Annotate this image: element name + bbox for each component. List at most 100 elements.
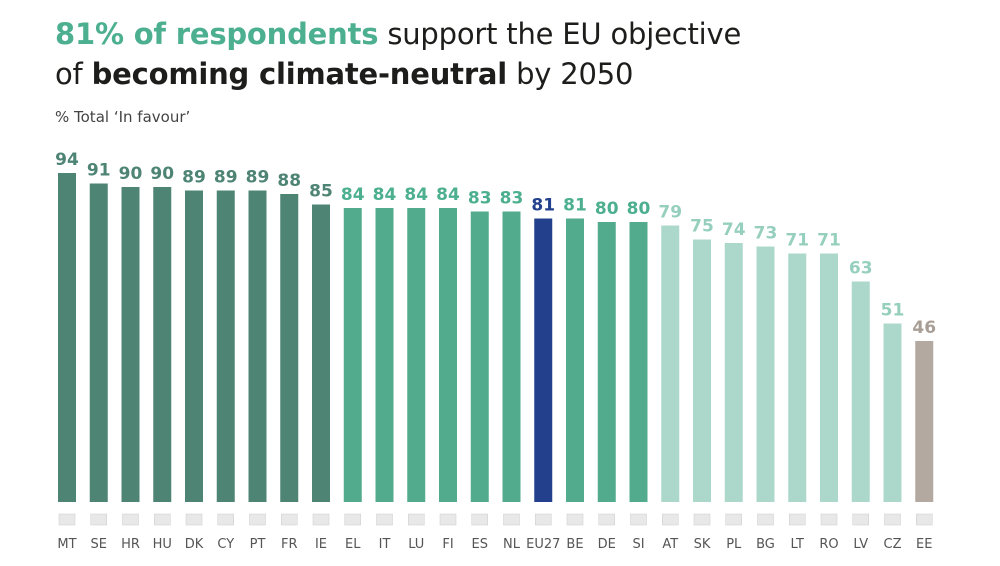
- bar-de: [597, 222, 616, 502]
- bar-be: [566, 218, 584, 502]
- bar-eu27: [534, 218, 553, 502]
- value-label-ie: 85: [309, 182, 333, 202]
- flag-icon-eu27: [535, 513, 552, 526]
- flag-icon-cy: [217, 513, 234, 526]
- category-label-nl: NL: [503, 537, 521, 552]
- flag-icon-pl: [725, 513, 742, 526]
- bar-mt: [58, 173, 76, 502]
- category-label-es: ES: [472, 537, 488, 552]
- value-label-si: 80: [627, 199, 651, 219]
- bar-cy: [216, 190, 235, 502]
- bar-cz: [883, 323, 902, 502]
- title-line2-post: by 2050: [507, 57, 634, 91]
- flag-icon-fr: [281, 513, 298, 526]
- value-label-mt: 94: [55, 150, 79, 170]
- category-label-be: BE: [566, 537, 583, 552]
- category-label-ie: IE: [315, 537, 327, 552]
- value-label-hr: 90: [119, 164, 143, 184]
- category-label-pl: PL: [726, 537, 742, 552]
- flag-icon-ie: [312, 513, 330, 526]
- flag-icon-be: [566, 513, 584, 526]
- flag-icon-sk: [693, 513, 711, 526]
- value-label-se: 91: [87, 161, 111, 181]
- flag-icon-de: [598, 513, 615, 526]
- bar-es: [470, 211, 489, 502]
- flag-icon-fi: [439, 513, 457, 526]
- value-label-at: 79: [658, 203, 682, 223]
- bar-sk: [693, 239, 711, 502]
- category-label-lv: LV: [853, 537, 868, 552]
- category-label-mt: MT: [57, 537, 76, 552]
- bar-el: [343, 208, 362, 502]
- flag-icon-nl: [503, 513, 520, 526]
- flag-icon-es: [471, 513, 488, 526]
- category-label-at: AT: [662, 537, 678, 552]
- category-label-fi: FI: [442, 537, 453, 552]
- bar-bg: [756, 246, 775, 502]
- category-label-it: IT: [379, 537, 391, 552]
- category-label-lu: LU: [408, 537, 424, 552]
- category-label-lt: LT: [791, 537, 804, 552]
- value-label-lv: 63: [849, 259, 873, 279]
- bar-hr: [121, 187, 140, 502]
- value-label-ro: 71: [817, 231, 841, 251]
- category-label-se: SE: [91, 537, 107, 552]
- category-label-cy: CY: [217, 537, 234, 552]
- chart-title: 81% of respondents support the EU object…: [55, 14, 741, 94]
- value-label-cy: 89: [214, 168, 238, 188]
- bar-ie: [312, 204, 330, 502]
- value-label-it: 84: [373, 185, 397, 205]
- category-label-pt: PT: [250, 537, 266, 552]
- flag-icon-it: [376, 513, 393, 526]
- flag-icon-dk: [185, 513, 203, 526]
- bar-ro: [820, 253, 838, 502]
- category-label-bg: BG: [756, 537, 775, 552]
- value-label-bg: 73: [754, 224, 778, 244]
- title-highlight: 81% of respondents: [55, 17, 379, 51]
- category-label-fr: FR: [281, 537, 298, 552]
- title-line2-pre: of: [55, 57, 92, 91]
- flag-icon-at: [662, 513, 679, 526]
- bar-hu: [153, 187, 172, 502]
- bar-ee: [915, 341, 934, 502]
- value-label-de: 80: [595, 199, 619, 219]
- category-label-ee: EE: [916, 537, 932, 552]
- value-label-hu: 90: [150, 164, 174, 184]
- category-label-hu: HU: [153, 537, 172, 552]
- value-label-pt: 89: [246, 168, 270, 188]
- category-label-hr: HR: [121, 537, 140, 552]
- flag-icon-bg: [757, 513, 774, 526]
- value-label-es: 83: [468, 189, 492, 209]
- bar-nl: [502, 211, 521, 502]
- bar-it: [375, 208, 394, 502]
- value-label-eu27: 81: [531, 196, 555, 216]
- category-label-sk: SK: [694, 537, 711, 552]
- value-label-lt: 71: [785, 231, 809, 251]
- bar-fi: [439, 208, 457, 502]
- bar-se: [89, 183, 108, 502]
- flag-icon-lu: [408, 513, 425, 526]
- value-label-cz: 51: [881, 301, 905, 321]
- bar-at: [661, 225, 680, 502]
- bar-lu: [407, 208, 426, 502]
- value-label-nl: 83: [500, 189, 524, 209]
- bar-dk: [185, 190, 203, 502]
- category-label-eu27: EU27: [526, 537, 560, 552]
- bar-si: [629, 222, 648, 502]
- flag-icon-hr: [122, 513, 139, 526]
- flag-icon-hu: [154, 513, 171, 526]
- value-label-pl: 74: [722, 220, 746, 240]
- value-label-be: 81: [563, 196, 587, 216]
- value-label-ee: 46: [912, 318, 936, 338]
- category-label-el: EL: [345, 537, 361, 552]
- flag-icon-pt: [249, 513, 266, 526]
- flag-icon-si: [630, 513, 647, 526]
- flag-icon-se: [90, 513, 107, 526]
- title-rest: support the EU objective: [378, 17, 742, 51]
- bar-pl: [724, 243, 743, 502]
- flag-icon-lt: [789, 513, 806, 526]
- category-label-dk: DK: [185, 537, 204, 552]
- category-label-cz: CZ: [884, 537, 902, 552]
- value-label-el: 84: [341, 185, 365, 205]
